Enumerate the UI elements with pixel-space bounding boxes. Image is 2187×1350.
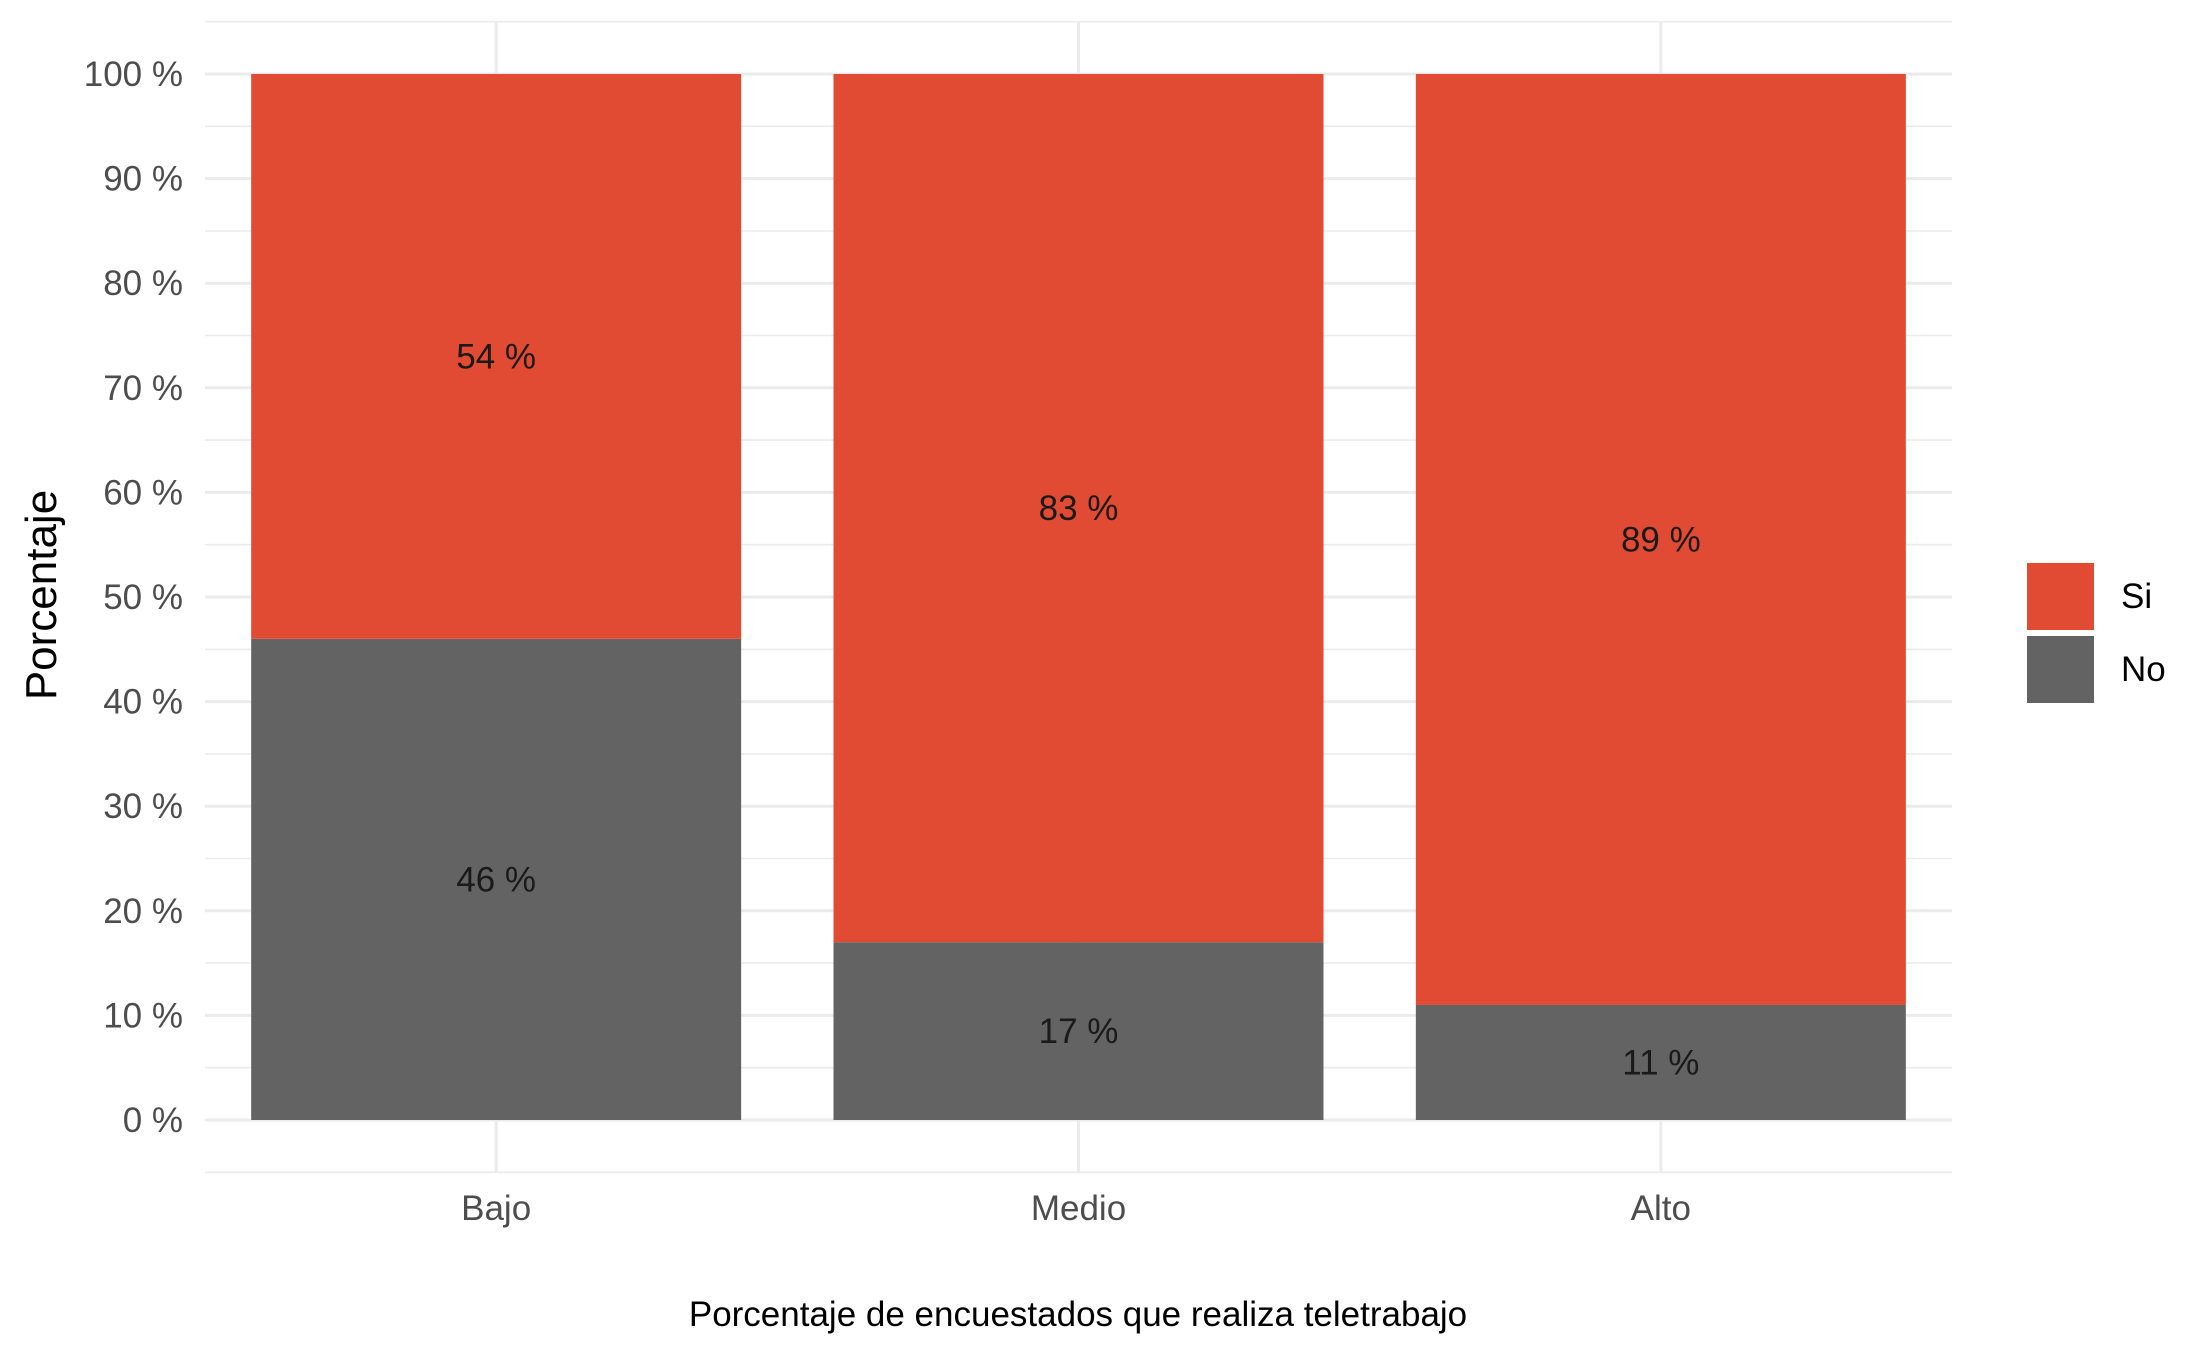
y-tick-label: 20 % <box>103 892 183 931</box>
data-label-si: 89 % <box>1621 520 1701 559</box>
x-tick-label: Alto <box>1631 1189 1691 1228</box>
y-axis-ticks: 0 % 10 % 20 % 30 % 40 % 50 % 60 % 70 % 80 % 90 % 1… <box>84 55 183 1140</box>
y-tick-label: 100 % <box>84 55 183 94</box>
bar-segment-no <box>1415 1004 1906 1120</box>
legend: Si No <box>2027 563 2166 703</box>
y-tick-label: 40 % <box>103 683 183 722</box>
legend-label-si: Si <box>2121 577 2152 616</box>
data-label-no: 17 % <box>1039 1012 1119 1051</box>
data-label-no: 46 % <box>456 860 536 899</box>
bars <box>251 74 1906 1120</box>
data-label-si: 83 % <box>1039 489 1119 528</box>
legend-swatch-si <box>2027 563 2094 630</box>
bar-segment-no <box>251 638 742 1120</box>
data-label-si: 54 % <box>456 337 536 376</box>
y-tick-label: 60 % <box>103 473 183 512</box>
y-axis-title: Porcentaje <box>17 490 66 700</box>
bar-segment-no <box>833 942 1324 1120</box>
x-tick-label: Bajo <box>461 1189 531 1228</box>
x-axis-ticks: Bajo Medio Alto <box>461 1189 1691 1228</box>
y-tick-label: 30 % <box>103 787 183 826</box>
y-tick-label: 10 % <box>103 996 183 1035</box>
legend-swatch-no <box>2027 636 2094 703</box>
x-tick-label: Medio <box>1031 1189 1126 1228</box>
bar-segment-si <box>251 74 742 639</box>
y-tick-label: 50 % <box>103 578 183 617</box>
data-label-no: 11 % <box>1622 1043 1699 1082</box>
y-tick-label: 0 % <box>123 1101 183 1140</box>
y-tick-label: 90 % <box>103 160 183 199</box>
y-tick-label: 70 % <box>103 369 183 408</box>
data-labels: 46 % 54 % 17 % 83 % 11 % 89 % <box>456 337 1700 1082</box>
bar-segment-si <box>1415 74 1906 1005</box>
legend-label-no: No <box>2121 650 2166 689</box>
x-axis-title: Porcentaje de encuestados que realiza te… <box>689 1295 1467 1334</box>
bar-segment-si <box>833 74 1324 943</box>
y-tick-label: 80 % <box>103 264 183 303</box>
